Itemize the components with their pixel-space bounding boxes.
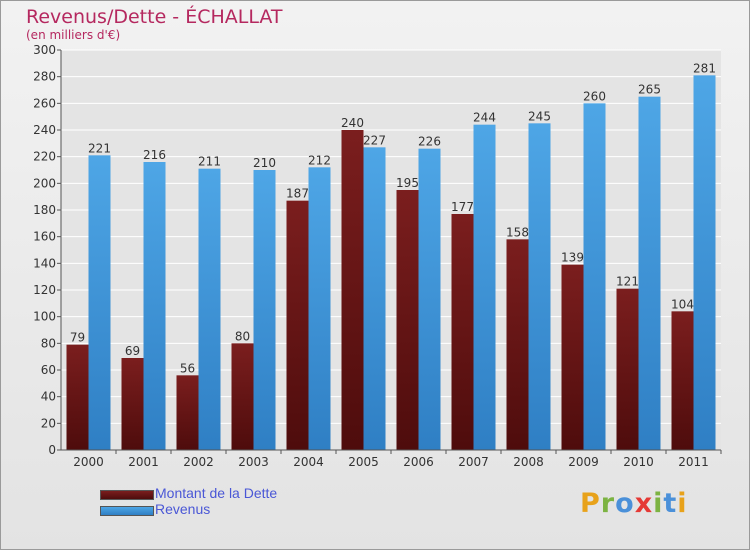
bar-revenue [473,124,496,451]
data-label-debt: 104 [671,297,694,311]
x-tick-label: 2000 [73,455,104,469]
x-tick-label: 2002 [183,455,214,469]
bar-revenue [143,162,166,450]
y-tick-label: 140 [33,256,56,270]
data-label-debt: 187 [286,187,309,201]
x-tick-label: 2011 [678,455,709,469]
data-label-debt: 69 [125,344,140,358]
legend-swatch-revenue [100,506,154,516]
logo-letter: o [615,488,635,519]
data-label-debt: 79 [70,331,85,345]
bar-debt [671,311,694,450]
x-tick-label: 2005 [348,455,379,469]
data-label-revenue: 221 [88,141,111,155]
x-tick-label: 2003 [238,455,269,469]
legend-swatch-debt [100,490,154,500]
data-label-revenue: 210 [253,156,276,170]
bar-revenue [198,168,221,450]
y-tick-label: 160 [33,230,56,244]
legend-label-debt: Montant de la Dette [155,485,278,501]
y-tick-label: 260 [33,96,56,110]
bar-debt [396,190,419,450]
data-label-revenue: 265 [638,83,661,97]
data-label-revenue: 245 [528,109,551,123]
bars [66,75,716,451]
bar-revenue [363,147,386,451]
data-label-revenue: 281 [693,61,716,75]
bar-revenue [583,103,606,450]
y-tick-label: 80 [41,336,56,350]
x-tick-label: 2001 [128,455,159,469]
bar-debt [286,200,309,450]
plot-area [61,50,721,450]
data-label-revenue: 211 [198,155,221,169]
bar-revenue [418,148,441,450]
proxiti-logo: Proxiti [580,488,688,519]
data-label-debt: 240 [341,116,364,130]
grid-lines [61,49,721,451]
data-label-debt: 121 [616,275,639,289]
y-tick-label: 60 [41,363,56,377]
bar-debt [561,264,584,450]
data-label-revenue: 216 [143,148,166,162]
y-tick-label: 0 [48,443,56,457]
bar-revenue [253,170,276,450]
data-labels: 79 221 69 216 56 211 80 210 187 212 240 227 195 226 17… [70,61,716,375]
logo-letter: i [677,488,688,519]
bar-debt [616,288,639,450]
bar-debt [231,343,254,450]
y-tick-label: 200 [33,176,56,190]
x-tick-label: 2007 [458,455,489,469]
bar-revenue [638,96,661,451]
x-tick-label: 2006 [403,455,434,469]
bar-debt [451,214,474,450]
axes: 0 20 40 60 80 100 120 140 160 180 200 220 240 260 280 3… [33,43,722,469]
data-label-debt: 139 [561,251,584,265]
logo-letter: t [663,488,678,519]
logo-letter: r [600,488,616,519]
bar-debt [341,130,364,450]
y-tick-label: 20 [41,416,56,430]
bar-debt [66,344,89,450]
x-tick-label: 2009 [568,455,599,469]
legend-label-revenue: Revenus [155,501,211,517]
data-label-debt: 80 [235,329,250,343]
data-label-revenue: 212 [308,153,331,167]
logo-letter: P [580,488,601,519]
bar-revenue [693,75,716,450]
data-label-revenue: 244 [473,111,496,125]
y-tick-label: 180 [33,203,56,217]
bar-revenue [528,123,551,450]
bar-revenue [308,167,331,451]
bar-debt [506,239,529,450]
data-label-debt: 158 [506,225,529,239]
data-label-debt: 177 [451,200,474,214]
logo-letter: x [634,488,654,519]
y-tick-label: 220 [33,150,56,164]
x-tick-label: 2004 [293,455,324,469]
bar-debt [121,358,144,450]
x-tick-label: 2008 [513,455,544,469]
data-label-revenue: 260 [583,89,606,103]
data-label-revenue: 227 [363,133,386,147]
y-tick-label: 240 [33,123,56,137]
data-label-revenue: 226 [418,135,441,149]
data-label-debt: 195 [396,176,419,190]
logo-letter: i [653,488,664,519]
y-tick-label: 120 [33,283,56,297]
bar-debt [176,375,199,450]
data-label-debt: 56 [180,361,195,375]
x-tick-label: 2010 [623,455,654,469]
bar-revenue [88,155,111,451]
y-tick-label: 100 [33,310,56,324]
y-tick-label: 280 [33,70,56,84]
y-tick-label: 40 [41,390,56,404]
chart-subtitle: (en milliers d'€) [26,28,121,42]
y-tick-label: 300 [33,43,56,57]
chart-title: Revenus/Dette - ÉCHALLAT [26,6,283,28]
